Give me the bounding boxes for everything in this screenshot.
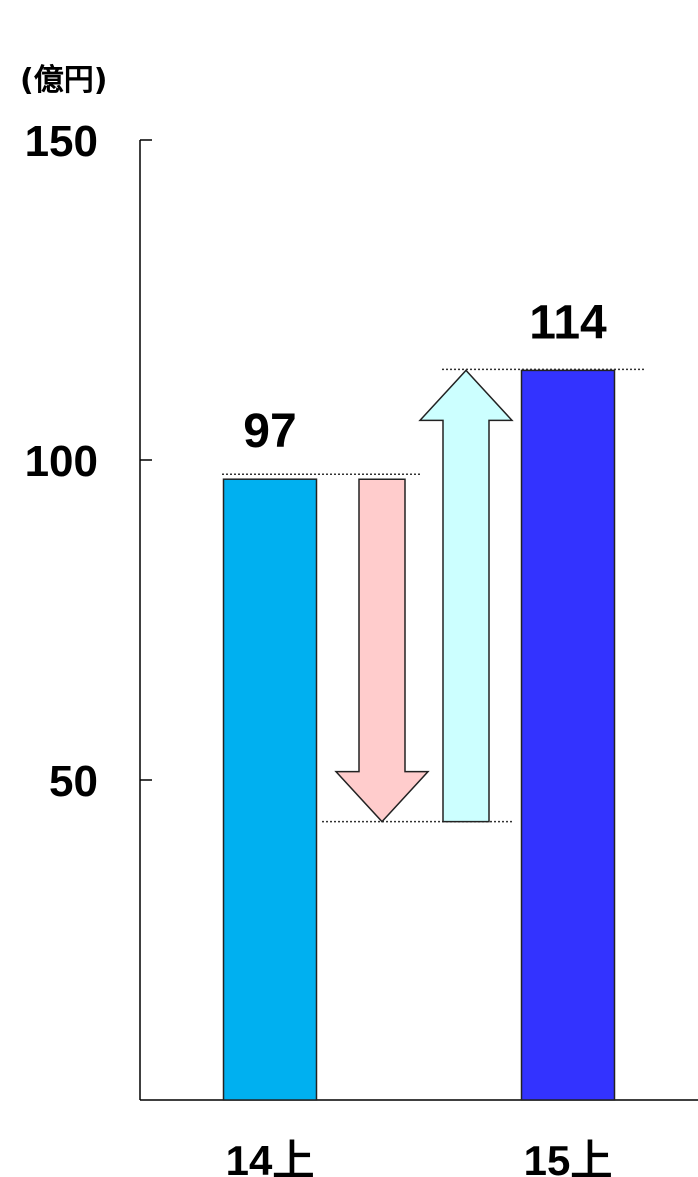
category-label: 15上 <box>524 1137 613 1177</box>
bars <box>222 369 616 1101</box>
bar <box>222 478 318 1101</box>
y-tick-label: 150 <box>25 117 98 166</box>
unit-label: (億円) <box>20 63 107 98</box>
y-tick-label: 50 <box>49 757 98 806</box>
increase-arrow <box>418 369 514 823</box>
bar <box>520 369 616 1101</box>
guide-lines <box>222 368 646 823</box>
labels: 97 14上 114 15上 <box>226 296 613 1177</box>
y-tick-label: 100 <box>25 437 98 486</box>
data-label: 114 <box>529 296 607 349</box>
category-label: 14上 <box>226 1137 315 1177</box>
data-label: 97 <box>243 405 296 458</box>
change-arrows <box>334 369 514 823</box>
decrease-arrow <box>334 478 430 823</box>
y-ticks: 50 100 150 <box>25 117 152 806</box>
